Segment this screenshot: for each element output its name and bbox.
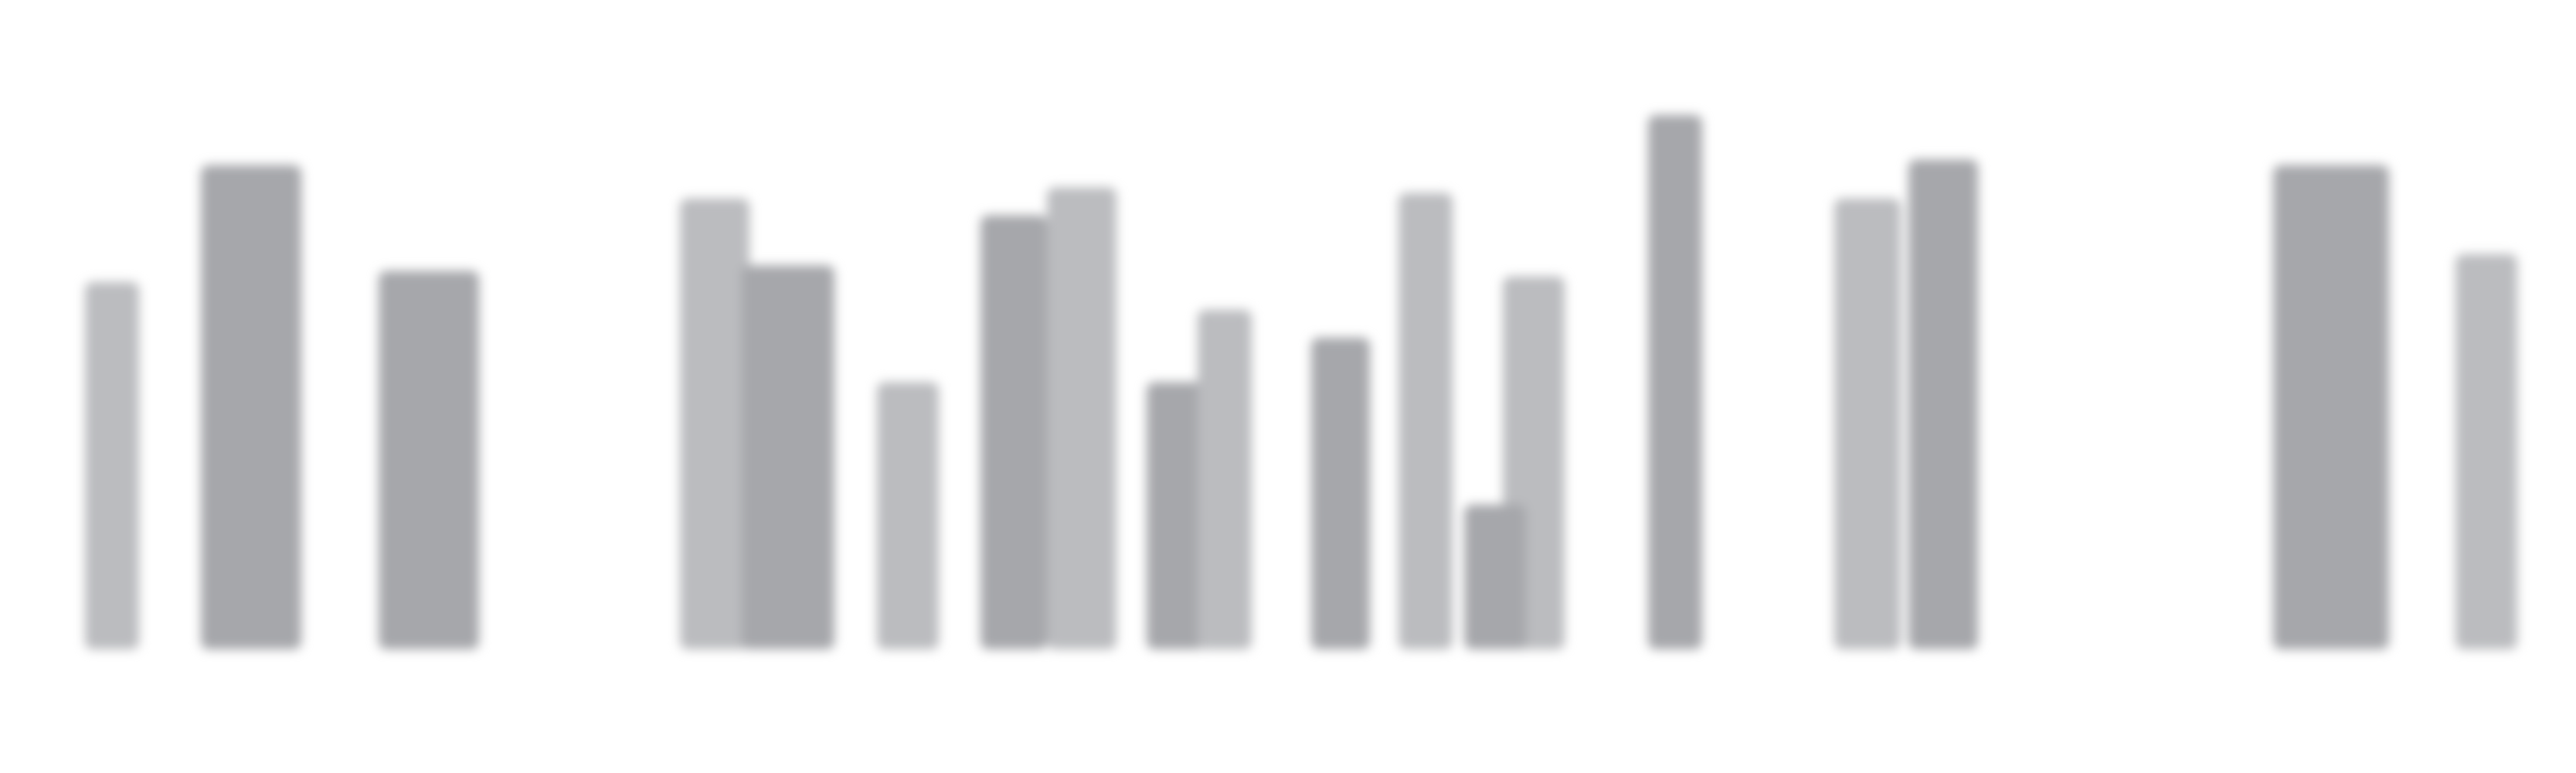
chart-bar-19	[2455, 254, 2517, 649]
chart-bar-9	[1147, 382, 1205, 649]
chart-bar-18	[2273, 165, 2389, 650]
chart-bar-14	[1464, 504, 1526, 649]
chart-bar-10	[1198, 309, 1252, 649]
chart-bar-6	[877, 382, 939, 649]
chart-bar-12	[1398, 192, 1453, 650]
chart-bar-8	[1047, 187, 1116, 649]
chart-bar-4	[680, 198, 749, 649]
chart-bar-15	[1648, 114, 1702, 650]
chart-bar-3	[379, 271, 479, 649]
chart-bar-1	[85, 281, 139, 649]
chart-bar-11	[1311, 337, 1370, 649]
chart-bar-17	[1908, 159, 1978, 649]
chart-bar-7	[980, 215, 1047, 649]
chart-bar-2	[201, 165, 301, 650]
chart-bar-5	[742, 265, 834, 649]
bars-group	[85, 114, 2517, 650]
chart-bar-16	[1834, 198, 1901, 649]
